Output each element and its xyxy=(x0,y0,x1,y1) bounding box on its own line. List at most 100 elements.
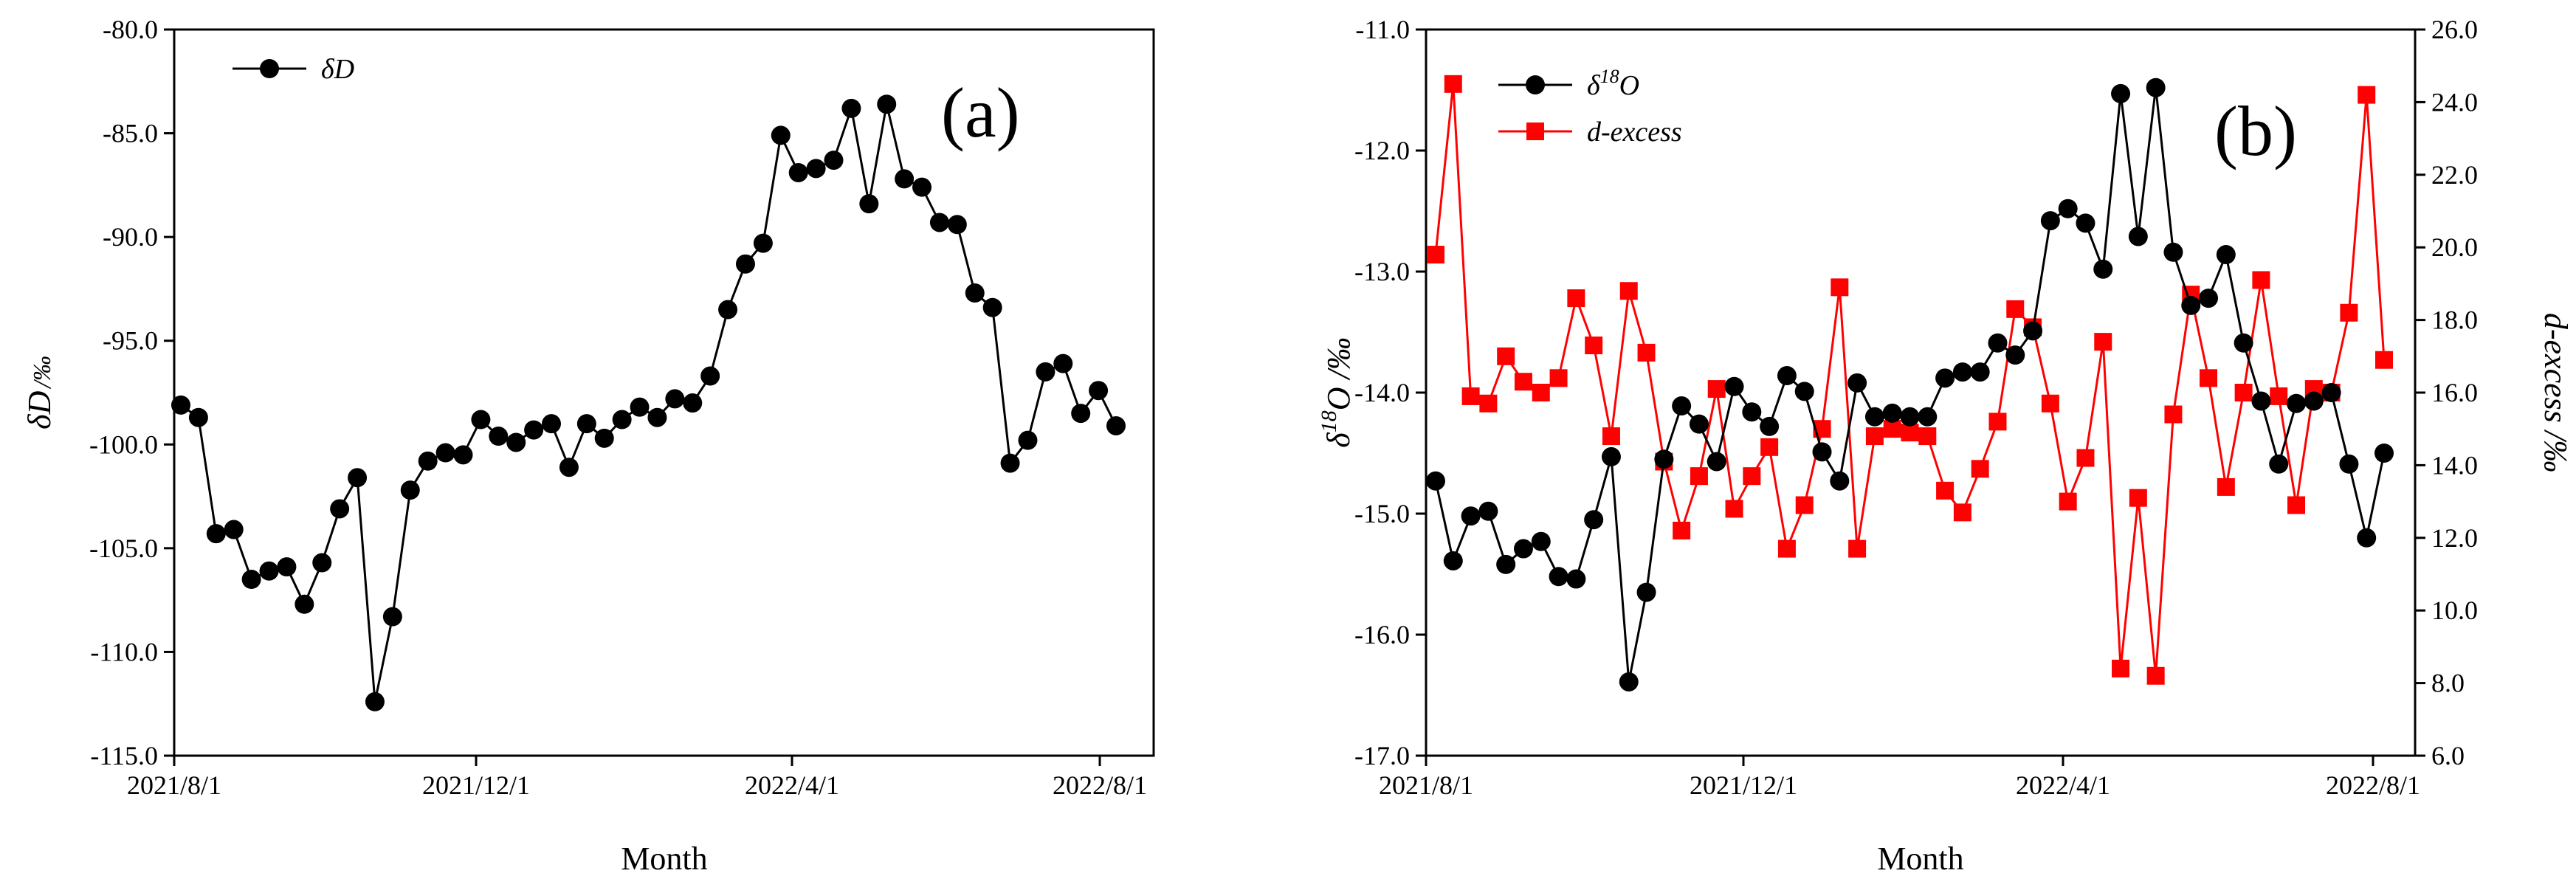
data-point-d-excess xyxy=(1673,521,1691,539)
data-point-delta-18o xyxy=(2251,391,2271,411)
data-point-delta-d xyxy=(365,691,385,711)
data-point-d-excess xyxy=(1707,380,1726,399)
data-point-delta-18o xyxy=(2128,227,2148,246)
data-point-d-excess xyxy=(1549,369,1568,387)
y-tick-label: -105.0 xyxy=(89,534,158,563)
data-point-d-excess xyxy=(1690,467,1708,486)
data-point-delta-d xyxy=(965,283,985,303)
data-point-delta-d xyxy=(683,393,703,413)
data-point-d-excess xyxy=(2287,496,2306,514)
data-point-delta-d xyxy=(206,524,226,544)
data-point-delta-18o xyxy=(1900,407,1920,427)
data-point-delta-18o xyxy=(1935,368,1955,388)
right-y-tick-label: 6.0 xyxy=(2431,741,2465,770)
data-point-d-excess xyxy=(1567,289,1585,308)
left-y-tick-label: -17.0 xyxy=(1354,741,1410,770)
data-point-d-excess xyxy=(2200,369,2218,387)
data-point-delta-d xyxy=(453,445,473,465)
legend-d-excess-marker xyxy=(1526,123,1544,140)
data-point-delta-d xyxy=(295,594,314,614)
panel-b-series-d-excess xyxy=(1427,75,2393,685)
data-point-d-excess xyxy=(1953,503,1971,522)
data-point-delta-d xyxy=(612,410,632,430)
data-point-delta-18o xyxy=(1707,452,1726,472)
data-point-delta-d xyxy=(753,233,773,253)
panel-b-right-y-axis-label: d-excess /‰ xyxy=(2538,313,2574,472)
data-point-delta-d xyxy=(1018,430,1038,450)
data-point-delta-18o xyxy=(2093,259,2113,279)
data-point-delta-d xyxy=(1000,453,1020,473)
data-point-d-excess xyxy=(2094,333,2112,351)
left-y-tick-label: -15.0 xyxy=(1354,499,1410,528)
data-point-delta-d xyxy=(929,213,949,232)
data-point-delta-18o xyxy=(2146,77,2166,97)
panel-a-y-ticks: -80.0 -85.0 -90.0 -95.0 -100.0 -105.0 -110.0 -1… xyxy=(89,15,174,770)
y-tick-label: -95.0 xyxy=(103,326,158,356)
x-tick-label: 2021/8/1 xyxy=(1379,770,1473,800)
data-point-delta-d xyxy=(559,458,579,477)
data-point-delta-18o xyxy=(1970,362,1990,382)
data-point-delta-d xyxy=(859,194,879,214)
data-point-delta-d xyxy=(718,300,738,320)
data-point-delta-18o xyxy=(1952,362,1972,382)
left-y-tick-label: -11.0 xyxy=(1355,15,1410,44)
data-point-delta-d xyxy=(224,520,244,539)
data-point-d-excess xyxy=(1848,539,1867,558)
legend-delta-d-marker xyxy=(260,59,279,78)
data-point-delta-d xyxy=(982,297,1002,317)
data-point-delta-18o xyxy=(1724,376,1744,396)
data-point-delta-18o xyxy=(1654,449,1674,469)
data-point-delta-18o xyxy=(2216,245,2236,265)
data-point-delta-18o xyxy=(2321,383,2341,402)
x-tick-label: 2021/12/1 xyxy=(1690,770,1797,800)
data-point-delta-d xyxy=(330,499,350,519)
data-point-delta-d xyxy=(700,366,720,386)
data-point-delta-18o xyxy=(1601,446,1621,466)
data-point-d-excess xyxy=(1971,460,1989,478)
data-point-d-excess xyxy=(1777,539,1796,558)
data-point-d-excess xyxy=(2252,271,2270,289)
right-y-tick-label: 8.0 xyxy=(2431,669,2465,698)
right-y-tick-label: 12.0 xyxy=(2431,523,2478,553)
data-point-d-excess xyxy=(1514,373,1532,391)
panel-a-plot-frame xyxy=(173,28,1155,757)
left-y-tick-label: -12.0 xyxy=(1354,136,1410,165)
data-point-delta-18o xyxy=(1461,506,1481,526)
y-tick-label: -90.0 xyxy=(103,222,158,252)
data-point-delta-18o xyxy=(2357,528,2377,548)
y-tick-label: -85.0 xyxy=(103,119,158,148)
data-point-d-excess xyxy=(2041,394,2059,413)
data-point-d-excess xyxy=(1901,424,1919,442)
data-point-delta-d xyxy=(506,432,526,452)
y-tick-label: -115.0 xyxy=(90,741,158,770)
data-point-d-excess xyxy=(2006,300,2025,318)
data-point-delta-d xyxy=(171,395,190,415)
data-point-d-excess xyxy=(2340,303,2358,322)
right-y-tick-label: 26.0 xyxy=(2431,15,2478,44)
data-point-delta-18o xyxy=(1443,551,1463,570)
data-point-delta-18o xyxy=(1864,407,1884,427)
data-point-delta-d xyxy=(806,159,826,179)
data-point-delta-d xyxy=(841,98,861,118)
data-point-delta-d xyxy=(1036,362,1055,382)
data-point-delta-d xyxy=(542,414,562,434)
panel-a-legend: δD xyxy=(233,54,354,85)
data-point-d-excess xyxy=(2270,387,2288,405)
data-point-delta-d xyxy=(259,561,279,581)
data-point-delta-d xyxy=(947,215,967,235)
panel-b-left-y-ticks: -11.0 -12.0 -13.0 -14.0 -15.0 -16.0 -17.0 xyxy=(1354,15,1426,770)
data-point-d-excess xyxy=(1427,246,1444,264)
data-point-delta-18o xyxy=(2040,211,2060,231)
right-y-tick-label: 20.0 xyxy=(2431,232,2478,262)
legend-delta-18o-marker xyxy=(1526,75,1545,94)
panel-b-left-y-axis-label: δ18O /‰ xyxy=(1317,337,1357,447)
panel-a-chart: -80.0 -85.0 -90.0 -95.0 -100.0 -105.0 -110.0 -1… xyxy=(21,15,1155,877)
data-point-delta-18o xyxy=(2058,199,2078,218)
right-y-tick-label: 22.0 xyxy=(2431,160,2478,190)
right-y-tick-label: 16.0 xyxy=(2431,378,2478,407)
data-point-d-excess xyxy=(1461,387,1480,405)
left-y-tick-label: -16.0 xyxy=(1354,620,1410,649)
data-point-delta-18o xyxy=(1549,567,1568,587)
data-point-d-excess xyxy=(1585,337,1603,355)
